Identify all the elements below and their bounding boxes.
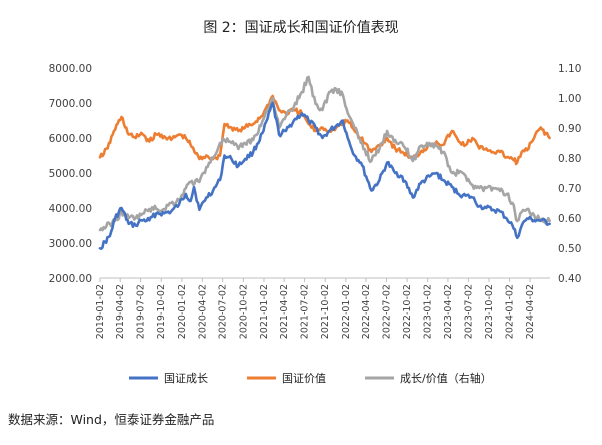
x-tick-label: 2019-01-02	[95, 284, 106, 339]
x-tick-label: 2023-01-02	[423, 284, 434, 339]
legend-label-value: 国证价值	[282, 372, 326, 385]
x-tick-label: 2021-10-02	[320, 284, 331, 339]
y-left-tick-label: 5000.00	[49, 168, 92, 180]
y-left-tick-label: 3000.00	[49, 238, 92, 250]
y-left-tick-label: 2000.00	[49, 273, 92, 285]
series-line-ratio	[98, 75, 551, 232]
y-left-tick-label: 7000.00	[49, 98, 92, 110]
chart-title: 图 2：国证成长和国证价值表现	[203, 20, 398, 36]
y-left-tick-label: 4000.00	[49, 203, 92, 215]
y-right-tick-label: 0.60	[558, 213, 581, 225]
x-tick-label: 2020-01-02	[177, 284, 188, 339]
x-tick-label: 2022-10-02	[402, 284, 413, 339]
x-tick-label: 2023-07-02	[463, 284, 474, 339]
x-tick-label: 2023-10-02	[484, 284, 495, 339]
legend-label-growth: 国证成长	[164, 372, 208, 385]
y-left-tick-label: 8000.00	[49, 63, 92, 75]
legend: 国证成长 国证价值 成长/价值（右轴）	[129, 371, 492, 385]
y-axis-right: 0.40 0.50 0.60 0.70 0.80 0.90 1.00 1.10	[558, 63, 581, 285]
y-left-tick-label: 6000.00	[49, 133, 92, 145]
x-tick-label: 2020-07-02	[218, 284, 229, 339]
series-line-value	[98, 94, 551, 166]
x-tick-label: 2022-07-02	[381, 284, 392, 339]
x-tick-label: 2023-04-02	[443, 284, 454, 339]
x-axis: 2019-01-02 2019-04-02 2019-07-02 2019-10-02…	[95, 277, 550, 339]
x-tick-label: 2022-04-02	[361, 284, 372, 339]
y-right-tick-label: 0.50	[558, 243, 581, 255]
source-note: 数据来源：Wind，恒泰证券金融产品	[8, 412, 214, 427]
y-right-tick-label: 0.40	[558, 273, 581, 285]
legend-item-growth: 国证成长	[129, 372, 208, 385]
x-tick-label: 2024-04-02	[525, 284, 536, 339]
x-tick-label: 2019-10-02	[156, 284, 167, 339]
x-tick-label: 2021-07-02	[300, 284, 311, 339]
legend-item-ratio: 成长/价值（右轴）	[365, 371, 492, 385]
x-tick-label: 2019-04-02	[115, 284, 126, 339]
y-right-tick-label: 0.80	[558, 153, 581, 165]
y-right-tick-label: 0.90	[558, 123, 581, 135]
x-tick-label: 2019-07-02	[136, 284, 147, 339]
series-line-growth	[98, 101, 551, 250]
y-right-tick-label: 1.10	[558, 63, 581, 75]
legend-item-value: 国证价值	[247, 372, 326, 385]
y-right-tick-label: 0.70	[558, 183, 581, 195]
x-tick-label: 2020-04-02	[197, 284, 208, 339]
legend-label-ratio: 成长/价值（右轴）	[400, 371, 492, 385]
x-tick-label: 2021-01-02	[259, 284, 270, 339]
x-tick-label: 2020-10-02	[238, 284, 249, 339]
y-right-tick-label: 1.00	[558, 93, 581, 105]
x-tick-label: 2024-01-02	[505, 284, 516, 339]
y-axis-left: 2000.00 3000.00 4000.00 5000.00 6000.00 7000.…	[49, 63, 92, 285]
series-layer	[98, 75, 551, 250]
x-tick-label: 2022-01-02	[341, 284, 352, 339]
x-tick-label: 2021-04-02	[279, 284, 290, 339]
